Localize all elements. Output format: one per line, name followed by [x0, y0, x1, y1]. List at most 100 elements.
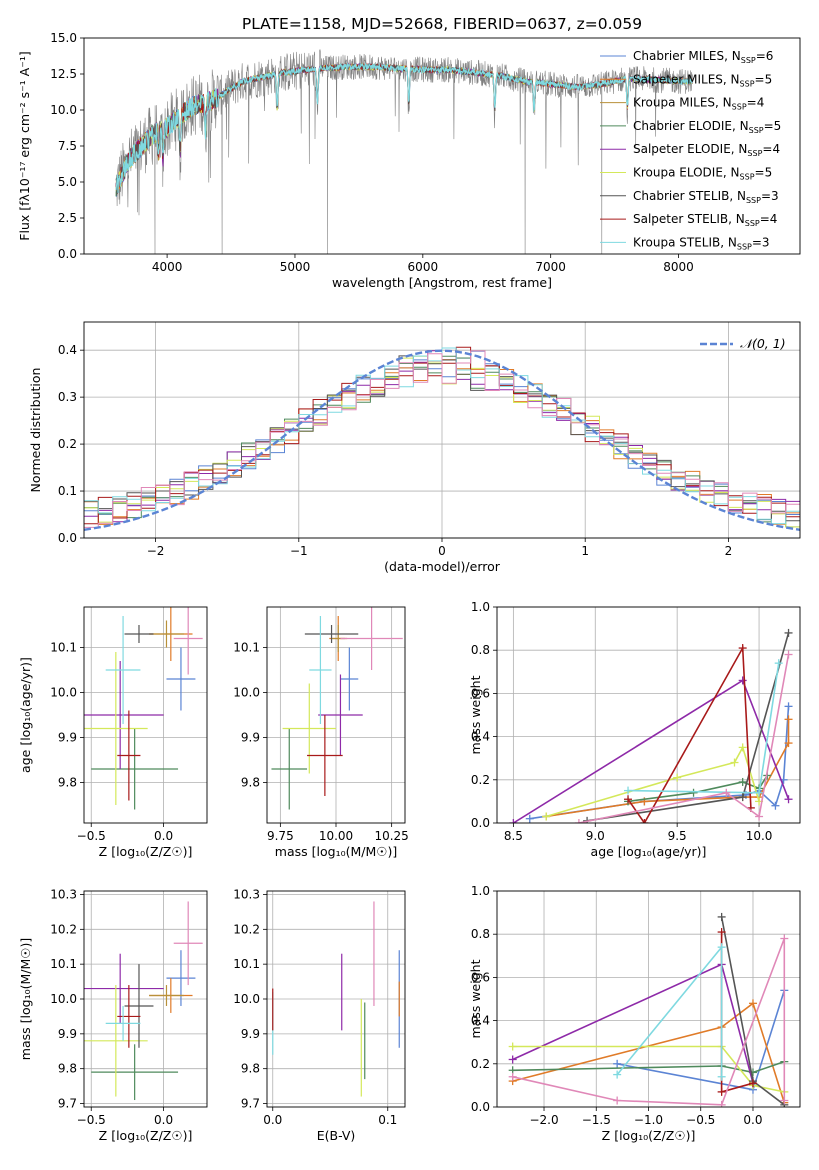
y-tick-label: 9.9 — [241, 731, 260, 745]
series-marker — [771, 801, 780, 810]
normal-curve — [84, 349, 800, 531]
errorbar-kroupa-stelib — [105, 1005, 141, 1041]
errorbar-salpeter-elodie — [84, 661, 164, 769]
age-vs-mass-frame — [266, 606, 406, 824]
y-tick-label: 0.8 — [471, 927, 490, 941]
series-marker — [748, 1079, 757, 1088]
panels: 4000 5000 6000 7000 80000.02.55.07.510.012.5… — [17, 31, 801, 1143]
y-tick-label: 10.0 — [50, 992, 77, 1006]
x-tick-label: 0 — [438, 544, 446, 558]
y-tick-label: 9.8 — [58, 776, 77, 790]
y-tick-label: 10.3 — [50, 887, 77, 901]
errorbar-chabrier-stelib — [124, 625, 154, 643]
x-tick-label: 9.0 — [586, 829, 605, 843]
series-marker — [784, 628, 793, 637]
errorbar-salpeter-elodie — [318, 674, 363, 756]
errorbar-chabrier-elodie — [271, 728, 308, 810]
mass-vs-Z-frame — [83, 890, 208, 1108]
y-axis-label: Flux [fλ10⁻¹⁷ erg cm⁻² s⁻¹ A⁻¹] — [17, 51, 32, 240]
series-marker — [738, 644, 747, 653]
figure-title: PLATE=1158, MJD=52668, FIBERID=0637, z=0… — [242, 15, 642, 33]
series-line-salpeter-miles — [545, 719, 790, 818]
series-marker — [780, 1096, 789, 1105]
errorbar-kroupa-miles — [149, 985, 184, 1006]
series-line-kroupa-elodie — [512, 1045, 785, 1093]
y-tick-label: 0.6 — [471, 686, 490, 700]
massweight-vs-Z-plot — [508, 912, 789, 1107]
errorbar-salpeter-stelib — [117, 710, 141, 801]
x-tick-label: 9.75 — [267, 829, 294, 843]
x-tick-label: 8000 — [663, 260, 694, 274]
y-tick-label: 0.4 — [471, 730, 490, 744]
legend-entry: 𝒩(0, 1) — [740, 336, 786, 351]
x-tick-label: 10.25 — [374, 829, 408, 843]
x-tick-label: 8.5 — [504, 829, 523, 843]
errorbar-kroupa-stelib — [309, 616, 332, 724]
x-tick-label: −0.5 — [77, 1113, 106, 1127]
series-marker — [784, 650, 793, 659]
y-tick-label: 0.4 — [58, 343, 77, 357]
mass-vs-EBV-frame — [266, 890, 406, 1108]
x-axis-label: mass [log₁₀(M/M☉)] — [275, 844, 397, 859]
histogram-plot — [84, 346, 800, 531]
errorbar-kroupa-elodie — [84, 985, 148, 1097]
y-tick-label: 10.1 — [50, 641, 77, 655]
spectrum-plot — [115, 49, 693, 254]
series-marker — [755, 788, 764, 797]
series-marker — [509, 819, 518, 823]
spectrum-axes: 4000 5000 6000 7000 8000 0.0 2.5 5.0 7.5 10.0 12.5… — [17, 31, 694, 290]
x-tick-label: 0.1 — [378, 1113, 397, 1127]
x-axis-label: Z [log₁₀(Z/Z☉)] — [602, 1128, 696, 1143]
errorbar-chabrier-elodie — [91, 728, 179, 810]
series-marker — [738, 676, 747, 685]
y-tick-label: 10.0 — [50, 103, 77, 117]
series-line-kroupa-stelib — [627, 663, 780, 794]
series-marker — [717, 928, 726, 937]
series-line-chabrier-elodie — [512, 1060, 785, 1074]
y-tick-label: 10.3 — [233, 887, 260, 901]
errorbar-chabrier-miles — [340, 647, 359, 711]
errorbar-chabrier-stelib — [304, 625, 359, 643]
series-marker — [738, 777, 747, 786]
y-tick-label: 9.8 — [241, 1062, 260, 1076]
x-tick-label: 9.5 — [668, 829, 687, 843]
series-marker — [689, 788, 698, 797]
y-tick-label: 9.8 — [58, 1062, 77, 1076]
series-marker — [784, 739, 793, 748]
x-tick-label: 0.0 — [263, 1113, 282, 1127]
series-marker — [717, 943, 726, 952]
legend-entry: Chabrier MILES, NSSP=6 — [633, 49, 773, 65]
x-tick-label: 1 — [581, 544, 589, 558]
x-tick-label: −2 — [147, 544, 165, 558]
series-marker — [748, 999, 757, 1008]
y-tick-label: 7.5 — [58, 139, 77, 153]
y-tick-label: 0.3 — [58, 390, 77, 404]
spectrum-data-line — [115, 49, 693, 254]
y-tick-label: 0.2 — [471, 773, 490, 787]
series-marker — [717, 1100, 726, 1107]
legend-entry: Chabrier STELIB, NSSP=3 — [633, 189, 779, 205]
series-marker — [755, 812, 764, 821]
x-tick-label: 10.0 — [746, 829, 773, 843]
x-axis-label: (data-model)/error — [384, 559, 501, 574]
x-axis-label: age [log₁₀(age/yr)] — [591, 844, 707, 859]
y-tick-label: 0.4 — [471, 1014, 490, 1028]
y-tick-label: 10.2 — [233, 922, 260, 936]
series-marker — [738, 793, 747, 802]
y-tick-label: 9.9 — [58, 1027, 77, 1041]
y-tick-label: 0.2 — [58, 437, 77, 451]
series-marker — [717, 1087, 726, 1096]
y-axis-label: age [log₁₀(age/yr)] — [18, 657, 33, 773]
y-tick-label: 0.0 — [471, 1100, 490, 1114]
series-marker — [613, 1059, 622, 1068]
y-axis-label: Normed distribution — [28, 368, 43, 493]
y-tick-label: 0.0 — [471, 816, 490, 830]
legend-entry: Chabrier ELODIE, NSSP=5 — [633, 119, 781, 135]
series-marker — [525, 814, 534, 823]
y-tick-label: 5.0 — [58, 175, 77, 189]
errorbar-kroupa-miles — [149, 620, 184, 648]
age-vs-mass-axes: 9.75 10.00 10.25 9.8 9.9 10.0 10.1 mass [log₁₀(… — [233, 607, 409, 859]
series-marker — [780, 934, 789, 943]
x-axis-label: E(B-V) — [317, 1128, 356, 1143]
series-line-kroupa-stelib — [616, 944, 723, 1077]
